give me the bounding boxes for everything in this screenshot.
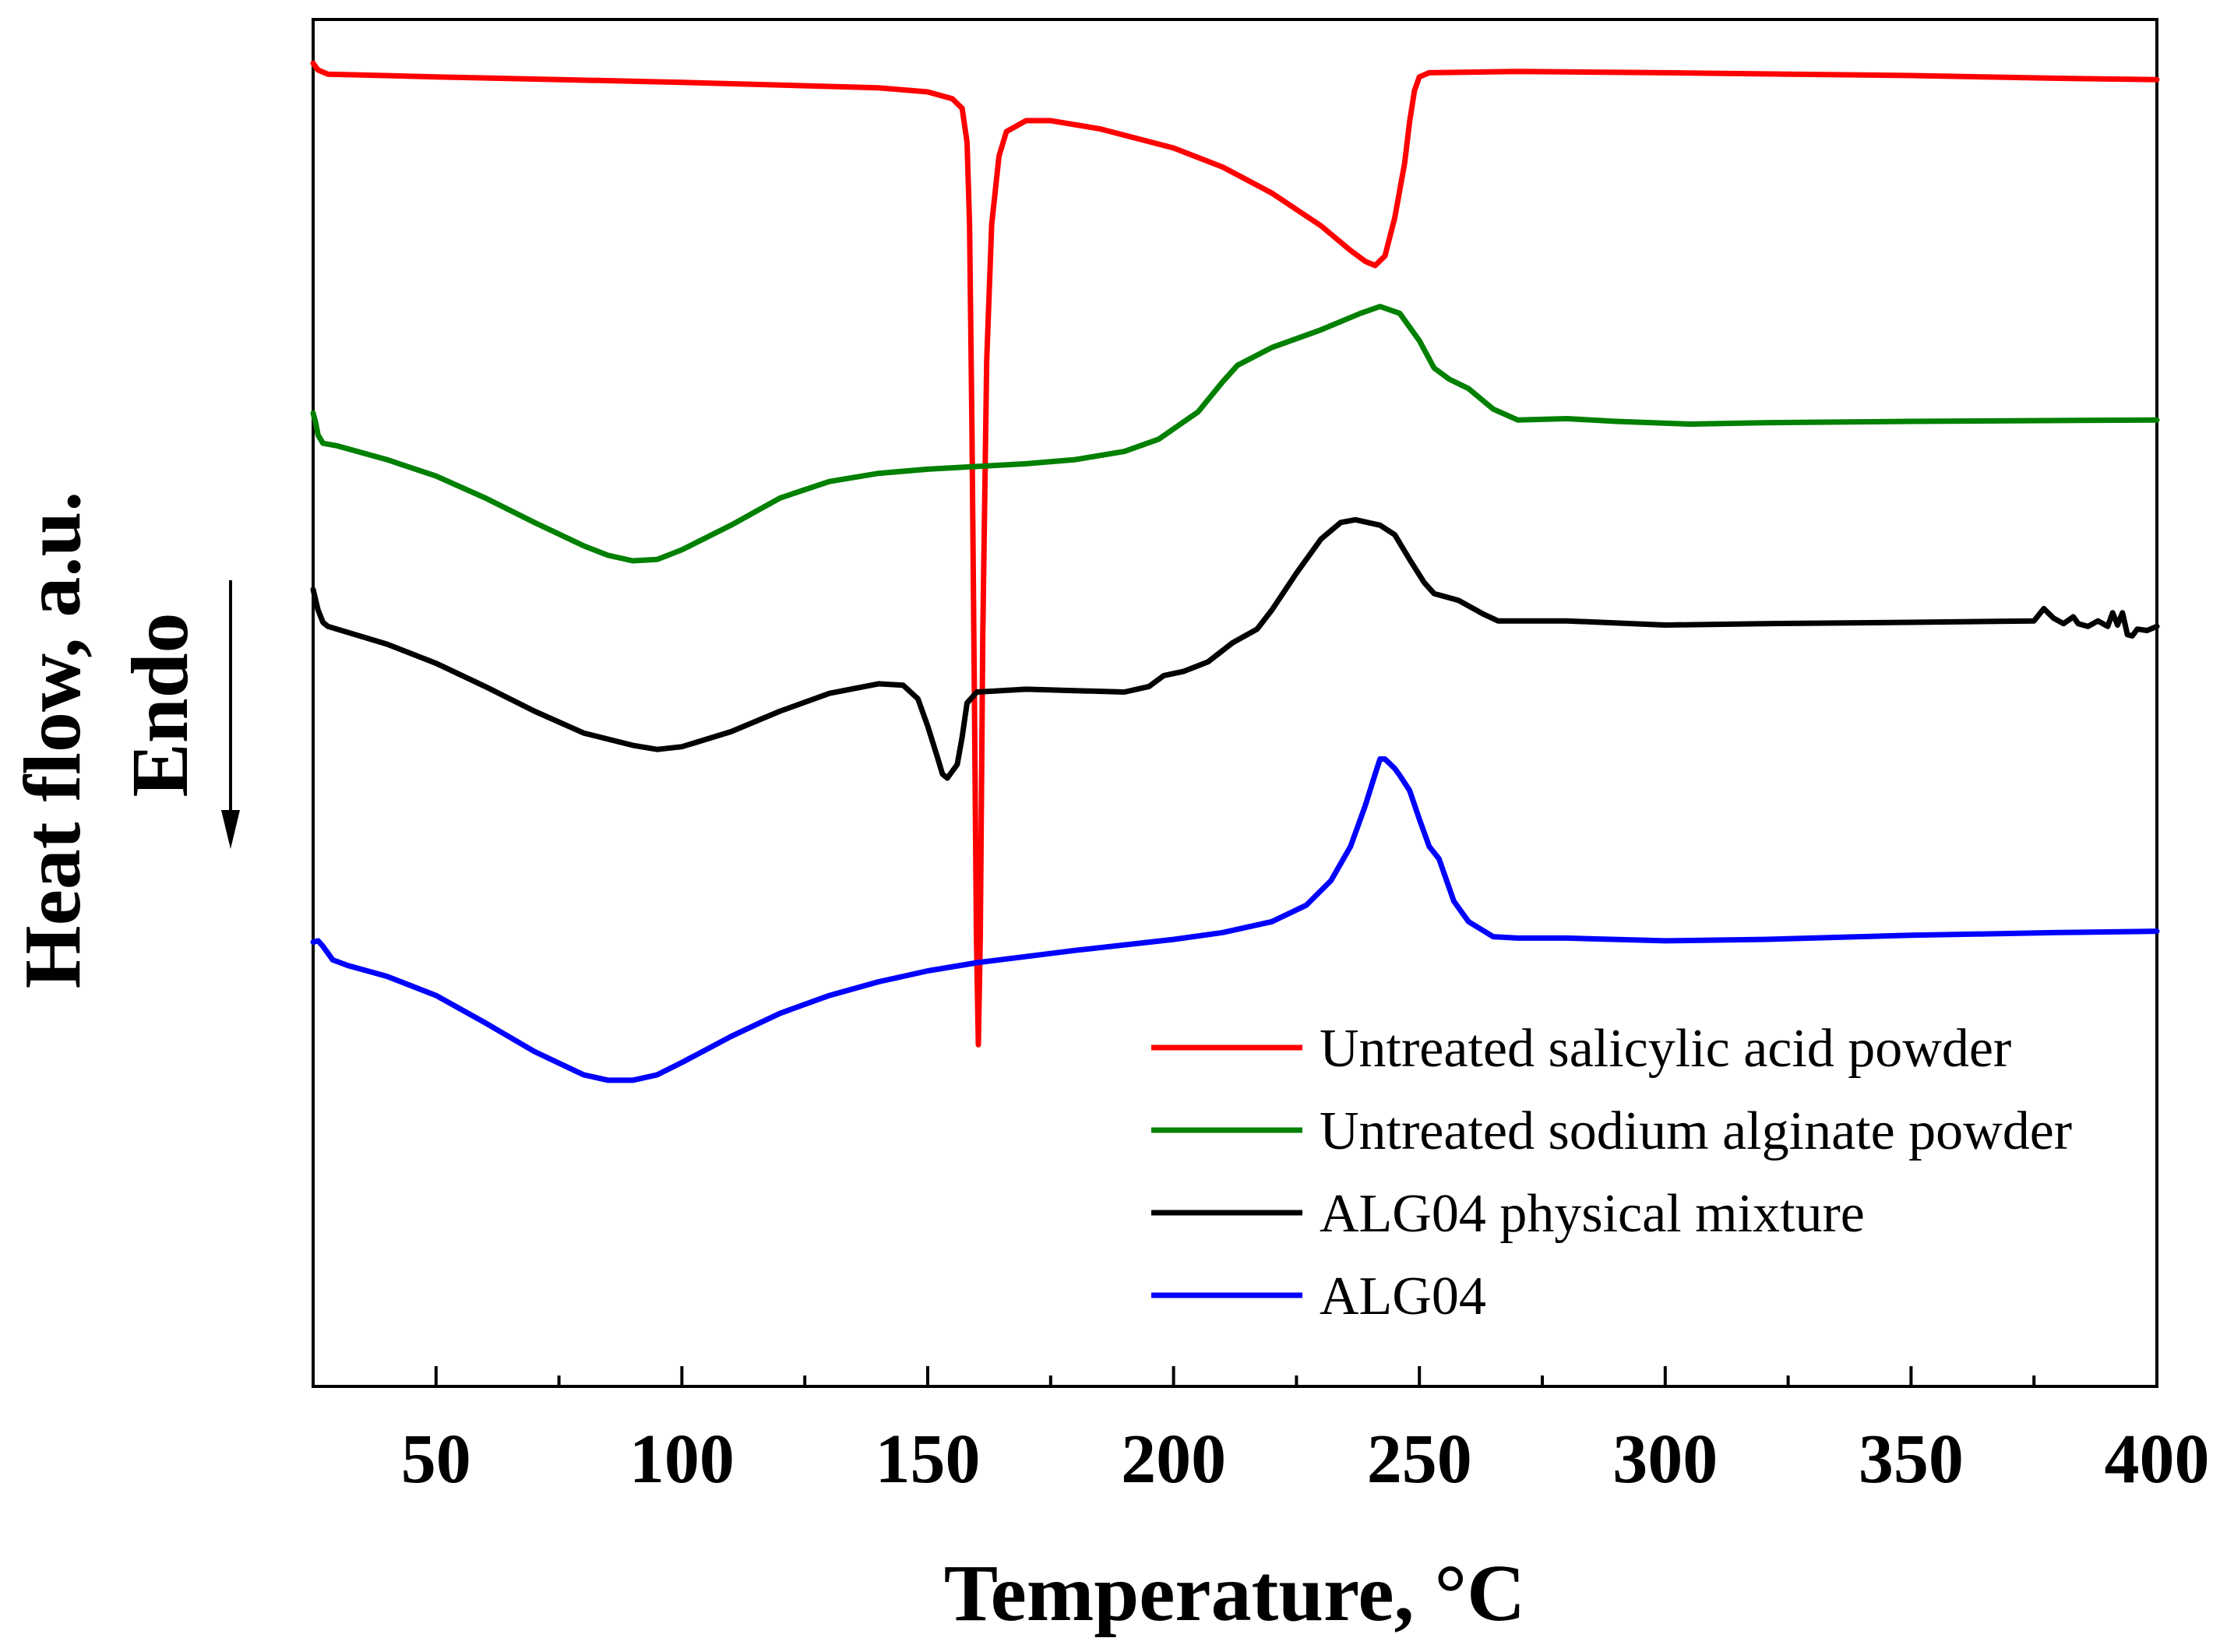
x-tick-label: 250 [1367,1421,1472,1498]
x-tick-label: 300 [1612,1421,1718,1498]
y-axis-title: Heat flow, a.u. [8,491,97,988]
series-line-2 [310,304,2160,564]
legend-label: Untreated salicylic acid powder [1320,1019,2011,1079]
x-tick-label: 150 [876,1421,981,1498]
endo-arrow [221,580,240,849]
x-tick-label: 200 [1121,1421,1226,1498]
x-axis-tick-labels: 50 100 150 200 250 300 350 400 [401,1421,2210,1498]
series-layer [310,60,2160,1083]
series-line-1 [310,60,2160,1048]
series-line-3 [310,516,2160,781]
plot-frame [312,18,2158,1388]
x-tick-label: 400 [2105,1421,2210,1498]
legend-label: ALG04 [1320,1266,1486,1326]
series-line-4 [310,756,2160,1083]
x-tick-label: 100 [629,1421,735,1498]
legend: Untreated salicylic acid powder Untreated… [1151,1019,2072,1326]
legend-label: Untreated sodium alginate powder [1320,1101,2072,1161]
legend-label: ALG04 physical mixture [1320,1184,1865,1244]
endo-label: Endo [115,612,205,797]
x-axis-title: Temperature, °C [944,1548,1525,1638]
x-tick-label: 350 [1859,1421,1964,1498]
x-tick-label: 50 [401,1421,471,1498]
x-axis-ticks [434,1366,2158,1386]
